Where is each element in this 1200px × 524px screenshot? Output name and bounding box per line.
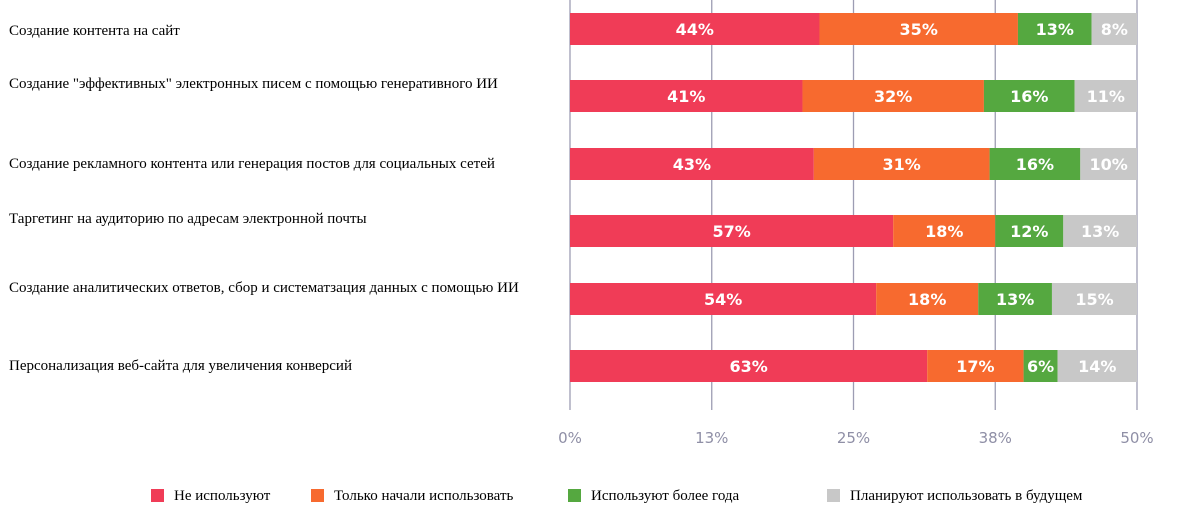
bar-segment [927, 350, 1024, 382]
bar-segment [876, 283, 979, 315]
bar-segment [813, 148, 990, 180]
data-label: 44% [676, 20, 714, 39]
bar-segment [570, 215, 894, 247]
grid [569, 0, 1138, 410]
bar-segment [570, 148, 814, 180]
legend-label: Планируют использовать в будущем [850, 488, 1083, 504]
data-label: 54% [704, 290, 742, 309]
legend-label: Только начали использовать [334, 488, 514, 504]
bar-segment [893, 215, 996, 247]
x-tick-label: 38% [979, 429, 1012, 447]
category-label: Создание аналитических ответов, сбор и с… [9, 280, 519, 296]
bar-segment [995, 215, 1064, 247]
bar-segment [570, 283, 877, 315]
bar-segment [978, 283, 1052, 315]
bar-row: 54% 18% 13% 15% [570, 283, 1137, 315]
data-label: 10% [1090, 155, 1128, 174]
bar-segment [1063, 215, 1137, 247]
data-label: 16% [1010, 87, 1048, 106]
bar-row: 41% 32% 16% 11% [570, 80, 1137, 112]
data-label: 8% [1101, 20, 1128, 39]
category-label: Создание рекламного контента или генерац… [9, 156, 495, 172]
bar-segment [1051, 283, 1137, 315]
legend-item: Только начали использовать [311, 488, 514, 504]
data-label: 6% [1027, 357, 1054, 376]
bar-segment [570, 350, 928, 382]
x-tick-label: 0% [558, 429, 582, 447]
bar-segment [802, 80, 984, 112]
data-label: 14% [1078, 357, 1116, 376]
legend-item: Планируют использовать в будущем [827, 488, 1083, 504]
data-label: 13% [996, 290, 1034, 309]
legend-swatch [311, 489, 324, 502]
legend-item: Используют более года [568, 488, 740, 504]
bar-segment [989, 148, 1081, 180]
bar-segment [1017, 13, 1092, 45]
category-label: Создание контента на сайт [9, 23, 180, 39]
bar-segment [1057, 350, 1137, 382]
data-label: 35% [900, 20, 938, 39]
legend-label: Не используют [174, 488, 271, 504]
bar-row: 43% 31% 16% 10% [570, 148, 1137, 180]
data-label: 63% [729, 357, 767, 376]
bar-row: 57% 18% 12% 13% [570, 215, 1137, 247]
x-axis-ticks: 0% 13% 25% 38% 50% [558, 429, 1154, 447]
legend-swatch [568, 489, 581, 502]
legend-item: Не используют [151, 488, 271, 504]
bars: 44% 35% 13% 8% 41% 32% 16% 11% 43% 31% 16% 10% 57% 18… [570, 13, 1137, 382]
bar-segment [983, 80, 1075, 112]
bar-segment [1074, 80, 1137, 112]
data-label: 15% [1075, 290, 1113, 309]
bar-segment [1023, 350, 1058, 382]
category-labels: Создание контента на сайт Создание "эффек… [9, 23, 519, 374]
data-label: 16% [1016, 155, 1054, 174]
legend-swatch [827, 489, 840, 502]
bar-segment [1080, 148, 1137, 180]
data-label: 17% [956, 357, 994, 376]
data-label: 18% [925, 222, 963, 241]
bar-row: 44% 35% 13% 8% [570, 13, 1137, 45]
bar-segment [1091, 13, 1137, 45]
x-tick-label: 13% [695, 429, 728, 447]
bar-segment [819, 13, 1018, 45]
data-label: 13% [1081, 222, 1119, 241]
category-label: Персонализация веб-сайта для увеличения … [9, 358, 352, 374]
bar-row: 63% 17% 6% 14% [570, 350, 1137, 382]
data-label: 32% [874, 87, 912, 106]
legend-swatch [151, 489, 164, 502]
x-tick-label: 25% [837, 429, 870, 447]
x-tick-label: 50% [1120, 429, 1153, 447]
data-label: 41% [667, 87, 705, 106]
data-label: 13% [1036, 20, 1074, 39]
data-label: 18% [908, 290, 946, 309]
category-label: Создание "эффективных" электронных писем… [9, 76, 498, 92]
data-label: 11% [1087, 87, 1125, 106]
data-label: 57% [712, 222, 750, 241]
data-label: 31% [883, 155, 921, 174]
data-label: 12% [1010, 222, 1048, 241]
legend: Не используют Только начали использовать И… [151, 488, 1083, 504]
legend-label: Используют более года [591, 488, 740, 504]
category-label: Таргетинг на аудиторию по адресам электр… [9, 211, 367, 227]
bar-segment [570, 13, 820, 45]
data-label: 43% [673, 155, 711, 174]
bar-segment [570, 80, 803, 112]
